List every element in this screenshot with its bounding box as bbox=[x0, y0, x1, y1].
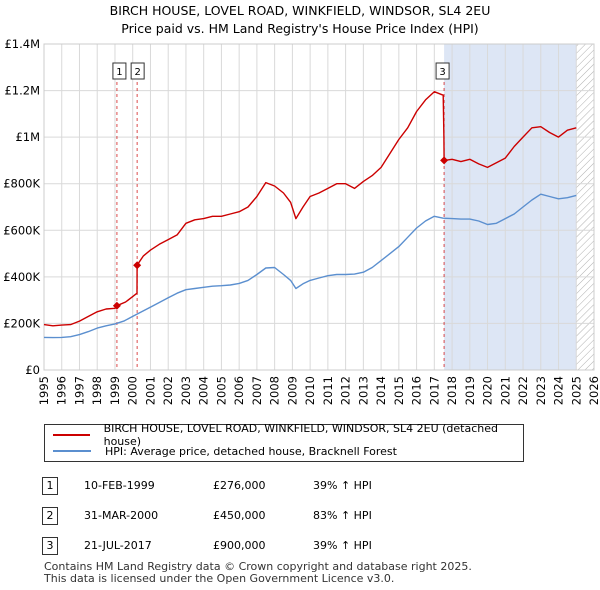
sale-label-text: 2 bbox=[134, 67, 140, 78]
x-tick-label: 2011 bbox=[321, 376, 335, 405]
x-tick-label: 2012 bbox=[339, 376, 353, 405]
sale-label-text: 1 bbox=[116, 67, 122, 78]
footer-copyright: Contains HM Land Registry data © Crown c… bbox=[44, 560, 472, 573]
legend-item-property: BIRCH HOUSE, LOVEL ROAD, WINKFIELD, WIND… bbox=[53, 422, 523, 448]
plot-area-background bbox=[44, 44, 594, 370]
footer-licence: This data is licensed under the Open Gov… bbox=[44, 571, 395, 585]
y-tick-label: £0 bbox=[25, 363, 40, 377]
transaction-hpi: 39% ↑ HPI bbox=[313, 479, 372, 492]
sale-label-box bbox=[435, 62, 450, 80]
transaction-row: 1 10-FEB-1999 £276,000 39% ↑ HPI bbox=[0, 476, 600, 496]
x-tick-label: 2002 bbox=[161, 376, 175, 405]
legend-label-hpi: HPI: Average price, detached house, Brac… bbox=[105, 444, 397, 458]
plot-border bbox=[43, 43, 595, 371]
hpi-series-line bbox=[43, 193, 577, 339]
x-tick-label: 2026 bbox=[587, 376, 600, 405]
x-tick-label: 2018 bbox=[445, 376, 459, 405]
transaction-date: 10-FEB-1999 bbox=[84, 479, 155, 492]
grid-lines bbox=[43, 43, 595, 371]
x-tick-label: 2007 bbox=[250, 376, 264, 405]
transaction-price: £450,000 bbox=[213, 509, 266, 522]
x-tick-label: 2024 bbox=[552, 376, 566, 405]
x-tick-label: 2022 bbox=[516, 376, 530, 405]
transaction-number: 3 bbox=[42, 537, 58, 555]
x-tick-label: 2016 bbox=[410, 376, 424, 405]
x-tick-label: 2005 bbox=[214, 376, 228, 405]
y-tick-label: £1M bbox=[15, 130, 40, 144]
x-tick-label: 2019 bbox=[463, 376, 477, 405]
transaction-number: 2 bbox=[42, 507, 58, 525]
x-tick-label: 2004 bbox=[197, 376, 211, 405]
post-sale-shading bbox=[444, 44, 577, 370]
y-tick-label: £1.4M bbox=[4, 37, 40, 51]
transaction-date: 31-MAR-2000 bbox=[84, 509, 159, 522]
transaction-hpi: 83% ↑ HPI bbox=[313, 509, 372, 522]
y-axis-tick-labels: £0 £200K £400K £600K £800K £1M £1.2M £1.4M bbox=[3, 37, 40, 377]
transaction-number: 1 bbox=[42, 477, 58, 495]
x-tick-label: 1995 bbox=[37, 376, 51, 405]
x-tick-label: 1997 bbox=[72, 376, 86, 405]
x-tick-label: 1999 bbox=[108, 376, 122, 405]
y-tick-label: £200K bbox=[3, 316, 40, 330]
x-tick-label: 1996 bbox=[55, 376, 69, 405]
y-tick-label: £800K bbox=[3, 177, 40, 191]
series-lines bbox=[43, 91, 577, 339]
sale-markers: 1 2 3 bbox=[112, 62, 450, 310]
x-tick-label: 2006 bbox=[232, 376, 246, 405]
x-tick-label: 2014 bbox=[374, 376, 388, 405]
x-tick-label: 2000 bbox=[126, 376, 140, 405]
x-tick-label: 2023 bbox=[534, 376, 548, 405]
title-line-1: BIRCH HOUSE, LOVEL ROAD, WINKFIELD, WIND… bbox=[109, 3, 491, 18]
footer: Contains HM Land Registry data © Crown c… bbox=[44, 561, 472, 584]
x-axis-tick-labels: 1995 1996 1997 1998 1999 2000 2001 2002 2003 2004… bbox=[37, 376, 600, 405]
legend: BIRCH HOUSE, LOVEL ROAD, WINKFIELD, WIND… bbox=[44, 422, 524, 462]
x-tick-label: 2025 bbox=[569, 376, 583, 405]
x-tick-label: 2001 bbox=[143, 376, 157, 405]
x-tick-label: 2013 bbox=[356, 376, 370, 405]
x-tick-label: 2010 bbox=[303, 376, 317, 405]
transaction-hpi: 39% ↑ HPI bbox=[313, 539, 372, 552]
legend-swatch-property bbox=[53, 434, 90, 436]
x-tick-label: 2020 bbox=[481, 376, 495, 405]
x-tick-label: 1998 bbox=[90, 376, 104, 405]
sale-label-box bbox=[130, 62, 145, 80]
sale-point bbox=[440, 156, 449, 165]
x-tick-label: 2003 bbox=[179, 376, 193, 405]
legend-swatch-hpi bbox=[53, 450, 91, 452]
transaction-price: £276,000 bbox=[213, 479, 266, 492]
sale-label-text: 3 bbox=[439, 67, 445, 78]
x-tick-label: 2015 bbox=[392, 376, 406, 405]
y-tick-label: £400K bbox=[3, 270, 40, 284]
sale-point bbox=[112, 301, 121, 310]
transaction-price: £900,000 bbox=[213, 539, 266, 552]
sale-label-box bbox=[112, 62, 127, 80]
legend-item-hpi: HPI: Average price, detached house, Brac… bbox=[53, 443, 397, 459]
y-tick-label: £600K bbox=[3, 223, 40, 237]
transaction-date: 21-JUL-2017 bbox=[84, 539, 152, 552]
forecast-hatch bbox=[576, 44, 594, 370]
x-tick-label: 2021 bbox=[498, 376, 512, 405]
chart-title: BIRCH HOUSE, LOVEL ROAD, WINKFIELD, WIND… bbox=[0, 2, 600, 38]
x-tick-label: 2008 bbox=[268, 376, 282, 405]
y-tick-label: £1.2M bbox=[4, 84, 40, 98]
title-line-2: Price paid vs. HM Land Registry's House … bbox=[121, 21, 479, 36]
property-series-line bbox=[43, 91, 577, 327]
sale-point bbox=[133, 261, 142, 270]
x-tick-label: 2009 bbox=[285, 376, 299, 405]
transaction-row: 3 21-JUL-2017 £900,000 39% ↑ HPI bbox=[0, 536, 600, 556]
legend-label-property: BIRCH HOUSE, LOVEL ROAD, WINKFIELD, WIND… bbox=[103, 422, 498, 448]
transaction-row: 2 31-MAR-2000 £450,000 83% ↑ HPI bbox=[0, 506, 600, 526]
x-tick-label: 2017 bbox=[427, 376, 441, 405]
